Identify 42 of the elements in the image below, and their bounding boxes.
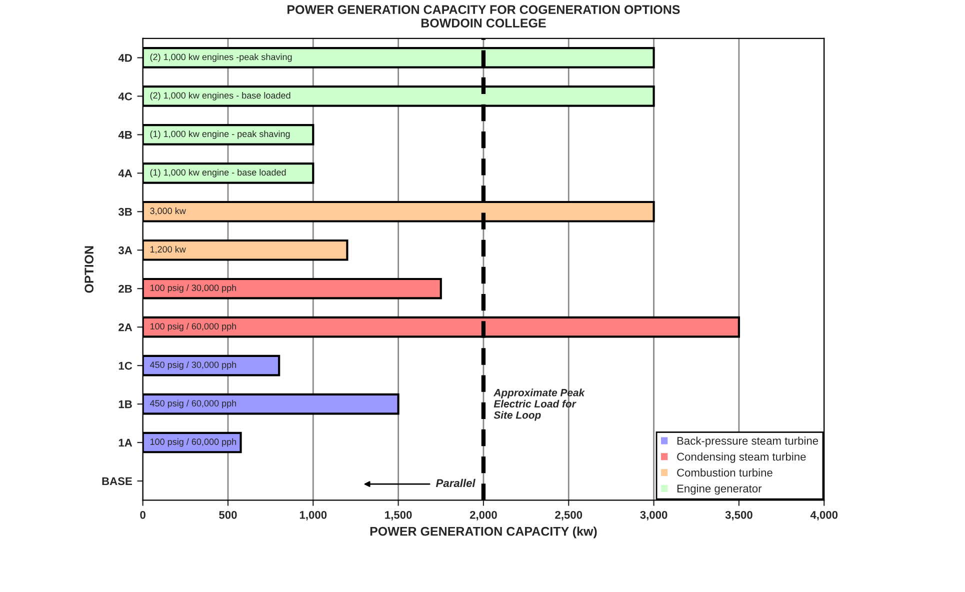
- x-tick-label: 500: [219, 510, 237, 519]
- y-tick-label: 4D: [118, 54, 132, 62]
- chart-title: POWER GENERATION CAPACITY FOR COGENERATION OPTIONS: [288, 5, 680, 14]
- y-tick-label: 3B: [118, 208, 132, 216]
- x-tick-label: 2,000: [470, 510, 497, 520]
- annotation: 450 psig / 30,000 pph: [150, 361, 236, 370]
- legend-label: Condensing steam turbine: [677, 452, 806, 463]
- x-tick-label: 0: [140, 510, 146, 519]
- annotation: (2) 1,000 kw engines -peak shaving: [150, 54, 292, 62]
- legend-label: Engine generator: [677, 484, 762, 495]
- annotation: 1,200 kw: [150, 246, 186, 254]
- x-tick-label: 1,500: [385, 510, 412, 520]
- annotation: Parallel: [436, 478, 476, 488]
- y-tick-label: 1A: [118, 438, 132, 447]
- y-tick-label: 2B: [118, 284, 132, 293]
- annotation: 100 psig / 60,000 pph: [150, 438, 236, 447]
- x-tick-label: 3,000: [640, 510, 668, 520]
- y-tick-label: 1C: [118, 362, 132, 370]
- y-tick-label: 2A: [118, 323, 132, 332]
- y-tick-label: 4C: [118, 92, 132, 100]
- x-axis-title: POWER GENERATION CAPACITY (kw): [370, 526, 597, 538]
- annotation: 100 psig / 30,000 pph: [150, 284, 236, 293]
- y-tick-label: 4A: [118, 170, 132, 178]
- legend-label: Back-pressure steam turbine: [677, 436, 818, 447]
- annotation: (1) 1,000 kw engine - peak shaving: [150, 130, 290, 139]
- y-tick-label: 1B: [118, 400, 132, 408]
- y-tick-label: 4B: [118, 131, 132, 139]
- y-axis-title: OPTION: [84, 246, 94, 293]
- x-tick-label: 1,000: [300, 510, 327, 520]
- annotation: (2) 1,000 kw engines - base loaded: [150, 92, 290, 100]
- annotation: 450 psig / 60,000 pph: [150, 400, 236, 408]
- y-tick-label: 3A: [118, 246, 132, 254]
- legend-label: Combustion turbine: [677, 468, 772, 477]
- y-tick-label: BASE: [102, 477, 132, 486]
- chart-subtitle: BOWDOIN COLLEGE: [421, 18, 546, 28]
- x-tick-label: 3,500: [725, 510, 752, 520]
- ref-line-label: Approximate Peak Electric Load for Site Loop: [493, 388, 586, 421]
- x-tick-label: 4,000: [810, 510, 838, 520]
- x-tick-label: 2,500: [555, 510, 582, 520]
- annotation: 100 psig / 60,000 pph: [150, 322, 236, 332]
- annotation: 3,000 kw: [150, 207, 186, 216]
- annotation: (1) 1,000 kw engine - base loaded: [150, 168, 286, 178]
